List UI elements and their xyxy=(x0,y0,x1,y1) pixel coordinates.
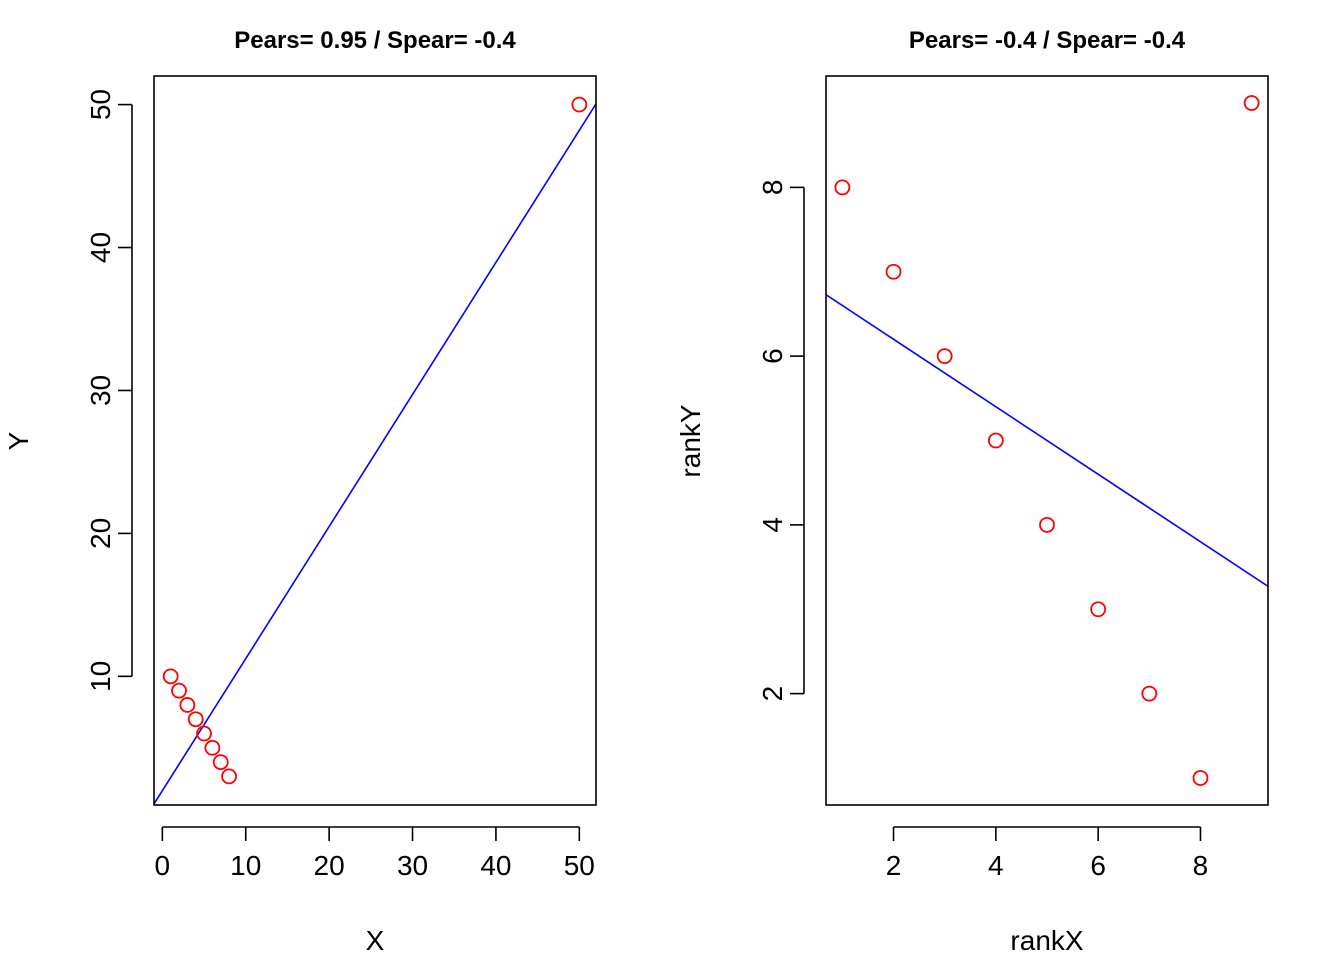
plot-title: Pears= -0.4 / Spear= -0.4 xyxy=(909,27,1186,54)
y-tick-label: 50 xyxy=(85,89,116,120)
x-tick-label: 20 xyxy=(314,850,345,881)
data-point xyxy=(571,96,588,113)
y-tick-label: 2 xyxy=(757,686,788,702)
data-point xyxy=(171,682,187,699)
x-tick-label: 2 xyxy=(886,850,902,881)
x-tick-label: 40 xyxy=(480,850,511,881)
regression-line xyxy=(826,293,1268,588)
x-tick-label: 30 xyxy=(397,850,428,881)
y-axis-label: rankY xyxy=(675,404,706,477)
data-point xyxy=(936,348,953,365)
data-point xyxy=(1039,516,1055,533)
data-point xyxy=(196,725,212,742)
x-tick-label: 10 xyxy=(230,850,261,881)
x-axis-label: X xyxy=(366,925,385,956)
data-point xyxy=(885,263,902,280)
data-point xyxy=(987,432,1004,449)
regression-line xyxy=(154,102,596,805)
plot-frame xyxy=(153,75,597,806)
x-axis-label: rankX xyxy=(1010,925,1083,956)
plot-panel-1: Pears= 0.95 / Spear= -0.4 X Y 0 10 20 30 40 50 10… xyxy=(3,27,597,956)
data-point xyxy=(162,668,179,685)
y-tick-label: 20 xyxy=(85,518,116,549)
data-point xyxy=(179,697,196,713)
data-point xyxy=(1243,95,1260,111)
plot-panel-2: Pears= -0.4 / Spear= -0.4 rankX rankY 2 4 6 8 2… xyxy=(675,27,1269,956)
data-point xyxy=(204,739,221,756)
x-tick-label: 6 xyxy=(1090,850,1106,881)
y-tick-label: 8 xyxy=(757,180,788,196)
y-tick-label: 40 xyxy=(85,232,116,263)
data-point xyxy=(221,768,237,785)
plot-frame xyxy=(825,75,1269,806)
y-tick-label: 30 xyxy=(85,375,116,406)
y-tick-label: 10 xyxy=(85,661,116,692)
x-tick-label: 8 xyxy=(1193,850,1209,881)
data-point xyxy=(1141,685,1158,702)
y-axis-label: Y xyxy=(3,431,34,450)
data-point xyxy=(1090,601,1107,618)
plot-title: Pears= 0.95 / Spear= -0.4 xyxy=(234,27,516,54)
data-point xyxy=(187,711,204,728)
y-tick-label: 4 xyxy=(757,517,788,533)
y-tick-label: 6 xyxy=(757,348,788,364)
data-point xyxy=(834,179,851,196)
x-tick-label: 4 xyxy=(988,850,1004,881)
data-point xyxy=(1192,770,1209,786)
x-tick-label: 50 xyxy=(564,850,595,881)
data-point xyxy=(212,754,229,771)
x-tick-label: 0 xyxy=(155,850,171,881)
